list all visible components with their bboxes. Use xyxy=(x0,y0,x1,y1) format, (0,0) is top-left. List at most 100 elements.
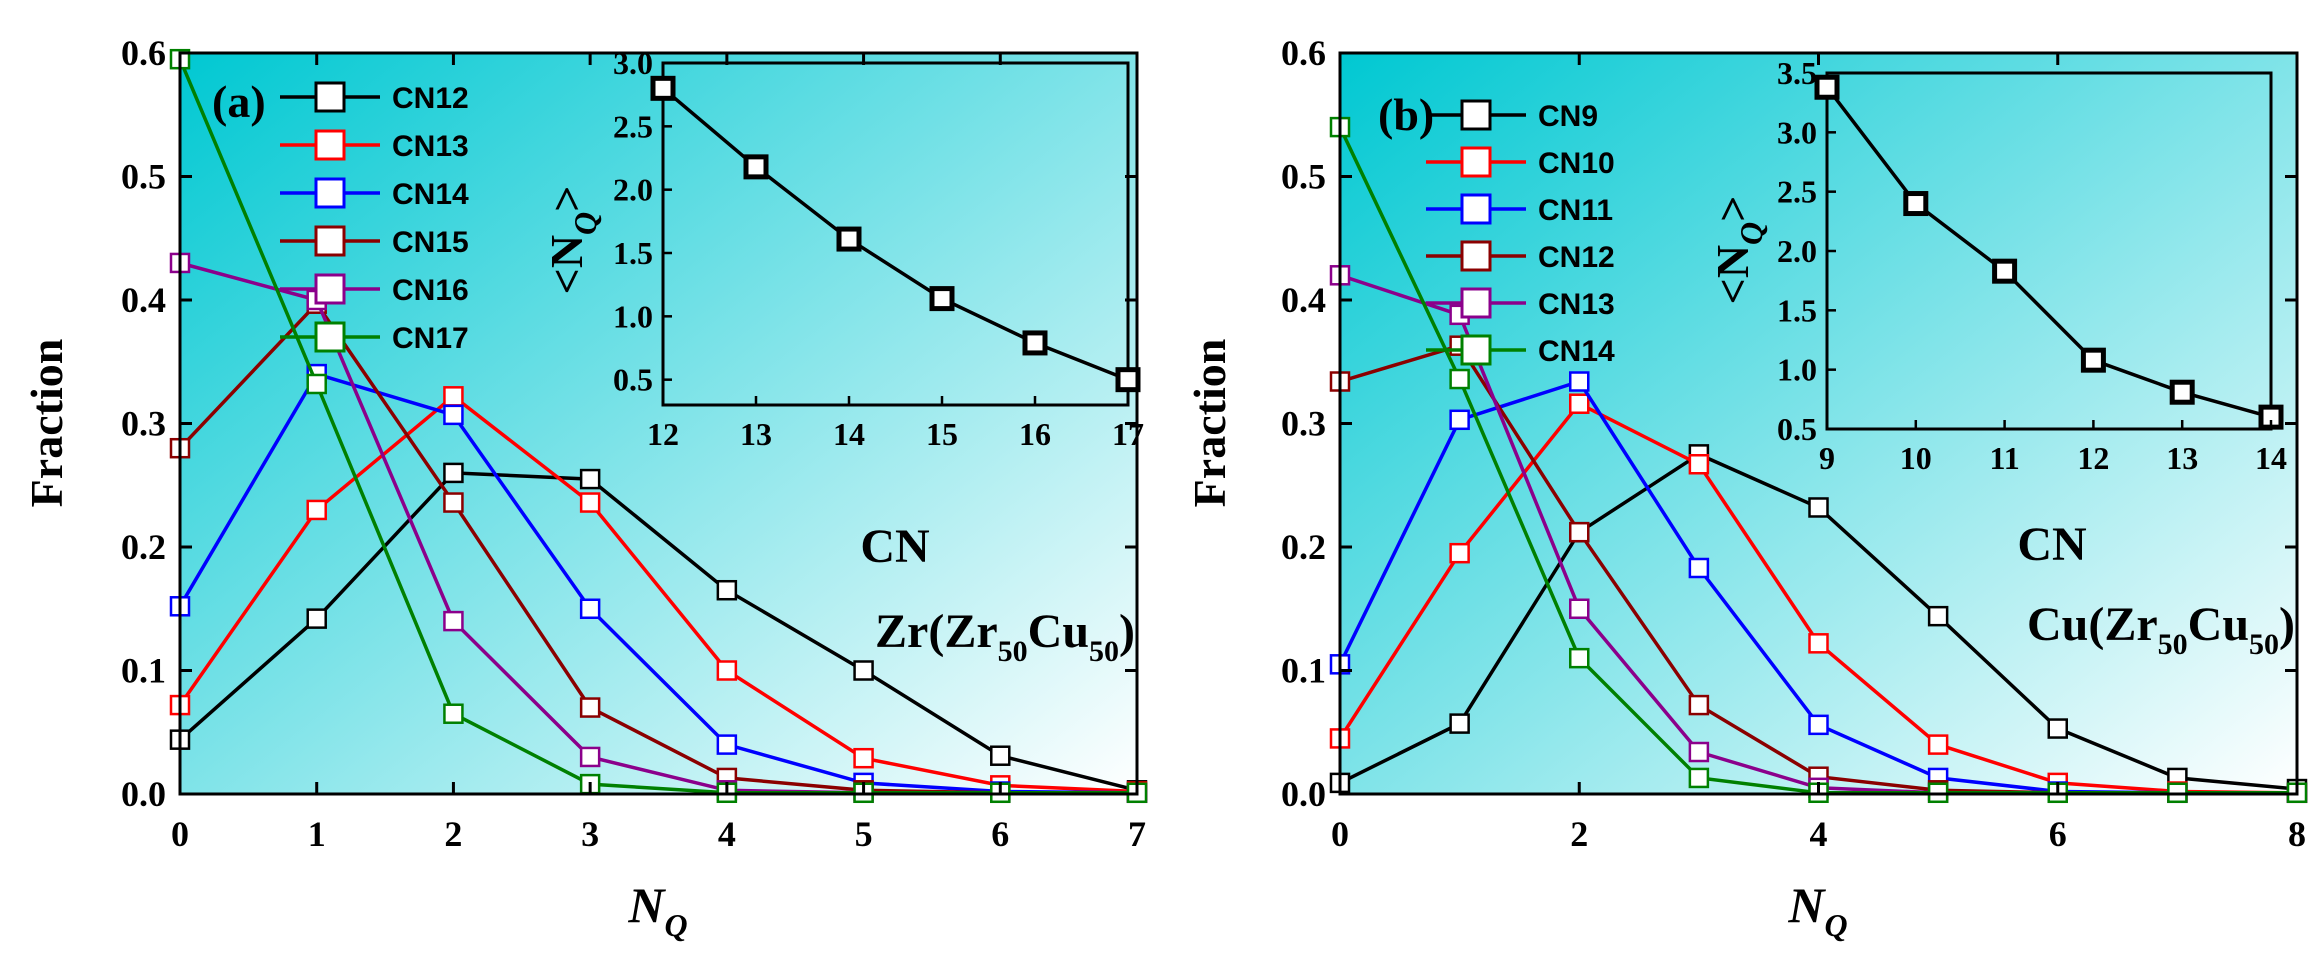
inset-y-title-a-sub: Q xyxy=(567,212,603,235)
inset-series-line xyxy=(1825,86,2272,419)
inset-y-tick-label: 0.5 xyxy=(613,362,653,398)
legend-marker xyxy=(1460,99,1492,131)
data-point xyxy=(579,746,601,768)
panel-label-b: (b) xyxy=(1378,89,1434,140)
data-point xyxy=(1569,521,1590,543)
inset-series-a xyxy=(650,75,1141,393)
legend-marker xyxy=(314,321,346,353)
annotation-b-mid: Cu xyxy=(2188,598,2249,651)
data-point xyxy=(1927,734,1949,755)
data-point xyxy=(579,598,601,619)
legend-label: CN17 xyxy=(392,322,469,355)
data-point xyxy=(716,579,738,601)
legend-marker xyxy=(314,129,346,161)
data-point xyxy=(443,386,464,407)
plot-area-a xyxy=(180,53,1137,794)
legend-marker xyxy=(314,273,346,305)
legend-a: CN12 CN13 CN14 CN15 CN16 CN17 xyxy=(280,81,469,355)
inset-x-title-a: CN xyxy=(860,520,930,573)
data-point xyxy=(579,468,601,490)
inset-data-point xyxy=(1022,330,1048,356)
y-tick-label: 0.6 xyxy=(1281,33,1326,73)
inset-y-tick-label: 2.5 xyxy=(1777,174,1817,210)
inset-data-point xyxy=(743,154,769,180)
legend-item-cn13: CN13 xyxy=(1426,287,1615,321)
legend-marker xyxy=(1460,287,1492,319)
legend-item-cn10: CN10 xyxy=(1426,146,1615,180)
legend-item-cn11: CN11 xyxy=(1426,193,1613,227)
inset-y-title-a: <NQ> xyxy=(541,186,603,295)
data-point xyxy=(2047,718,2068,739)
inset-y-tick-label: 2.5 xyxy=(613,108,653,144)
y-ticks-a: 0.0 0.1 0.2 0.3 0.4 0.5 0.6 xyxy=(121,33,1137,814)
x-tick-label: 5 xyxy=(855,814,873,854)
legend-item-cn14: CN14 xyxy=(1426,334,1615,368)
inset-data-point xyxy=(929,286,955,312)
data-point xyxy=(716,734,738,755)
inset-x-tick-label: 11 xyxy=(1989,440,2019,476)
data-point xyxy=(1808,633,1829,654)
inset-x-tick-label: 13 xyxy=(2166,440,2198,476)
data-point xyxy=(1927,605,1949,627)
inset-y-tick-label: 1.5 xyxy=(613,235,653,271)
annotation-b-end: ) xyxy=(2279,598,2295,651)
y-tick-label: 0.4 xyxy=(121,280,166,320)
inset-y-ticks-a: 0.5 1.0 1.5 2.0 2.5 3.0 xyxy=(613,45,672,398)
series-line xyxy=(178,471,1138,792)
legend-label: CN14 xyxy=(1538,335,1615,368)
legend-label: CN10 xyxy=(1538,147,1615,180)
x-tick-label: 6 xyxy=(2049,814,2067,854)
plot-area-b xyxy=(1340,53,2297,794)
legend-label: CN13 xyxy=(392,130,469,163)
inset-data-point xyxy=(1903,191,1929,217)
x-ticks-b: 0 2 4 6 8 xyxy=(1331,53,2306,854)
annotation-a-elem: Zr(Zr xyxy=(875,605,998,658)
inset-x-tick-label: 17 xyxy=(1112,416,1144,452)
inset-y-tick-label: 1.5 xyxy=(1777,292,1817,328)
annotation-a-end: ) xyxy=(1119,605,1135,658)
y-tick-label: 0.3 xyxy=(121,404,166,444)
x-axis-title-main-a: N xyxy=(627,877,666,933)
inset-y-tick-label: 3.0 xyxy=(613,45,653,81)
data-point xyxy=(1808,497,1829,518)
annotation-a: Zr(Zr50Cu50) xyxy=(875,605,1135,668)
inset-y-title-a-main: <N xyxy=(541,235,592,294)
y-ticks-b: 0.0 0.1 0.2 0.3 0.4 0.5 0.6 xyxy=(1281,33,2297,814)
inset-x-tick-label: 12 xyxy=(2077,440,2109,476)
x-axis-title-a: NQ xyxy=(627,877,687,943)
inset-series-line xyxy=(661,86,1129,382)
data-point xyxy=(579,697,601,718)
legend-label: CN9 xyxy=(1538,100,1598,133)
data-point xyxy=(306,608,327,629)
inset-y-tick-label: 3.0 xyxy=(1777,114,1817,150)
x-tick-label: 1 xyxy=(308,814,326,854)
data-point xyxy=(853,747,874,769)
inset-series-b xyxy=(1814,74,2284,430)
legend-marker xyxy=(1460,334,1492,366)
legend-marker xyxy=(1460,193,1492,225)
legend-b: CN9 CN10 CN11 CN12 CN13 CN14 xyxy=(1426,99,1615,368)
data-point xyxy=(1569,598,1590,619)
legend-label: CN13 xyxy=(1538,288,1615,321)
legend-marker xyxy=(314,177,346,209)
data-point xyxy=(1808,714,1829,736)
x-axis-title-b: NQ xyxy=(1787,877,1847,943)
x-tick-label: 3 xyxy=(581,814,599,854)
data-point xyxy=(1449,542,1470,564)
data-point xyxy=(716,660,738,681)
data-point xyxy=(853,660,874,681)
data-point xyxy=(306,499,327,521)
annotation-a-sub1: 50 xyxy=(998,635,1028,668)
annotation-a-sub2: 50 xyxy=(1089,635,1119,668)
x-tick-label: 7 xyxy=(1128,814,1146,854)
inset-x-ticks-b: 9 10 11 12 13 14 xyxy=(1819,420,2287,476)
legend-item-cn12: CN12 xyxy=(280,81,469,115)
inset-y-tick-label: 0.5 xyxy=(1777,411,1817,447)
inset-x-tick-label: 13 xyxy=(740,416,772,452)
legend-marker xyxy=(1460,146,1492,178)
inset-x-tick-label: 12 xyxy=(647,416,679,452)
data-point xyxy=(443,404,464,426)
x-tick-label: 2 xyxy=(444,814,462,854)
